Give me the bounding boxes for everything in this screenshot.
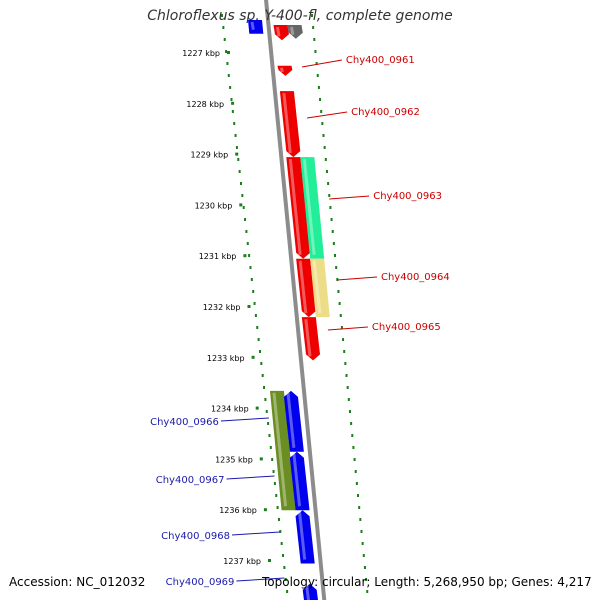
gene-label-chy400-0962: Chy400_0962 — [307, 107, 420, 119]
tick-label: 1237 kbp — [223, 557, 261, 566]
genome-backbone — [264, 0, 327, 600]
dotted-guide-left — [221, 14, 289, 593]
accession-text: Accession: NC_012032 — [9, 575, 146, 589]
gene-chy400-0961[interactable] — [277, 65, 293, 76]
gene-label-chy400-0965: Chy400_0965 — [327, 322, 441, 333]
gene-label-chy400-0966: Chy400_0966 — [150, 417, 269, 428]
page-title: Chloroflexus sp. Y-400-fl, complete geno… — [147, 8, 453, 24]
tick-label: 1231 kbp — [199, 252, 237, 261]
gene-chy400-0962[interactable] — [279, 91, 301, 158]
gene-label-chy400-0964: Chy400_0964 — [336, 272, 450, 283]
svg-text:Chy400_0966: Chy400_0966 — [150, 417, 219, 428]
svg-text:Chy400_0969: Chy400_0969 — [166, 577, 235, 588]
svg-text:Chy400_0962: Chy400_0962 — [351, 107, 420, 118]
tick-mark — [247, 305, 251, 308]
gene-label-chy400-0969: Chy400_0969 — [166, 577, 285, 588]
gene-label-chy400-0963: Chy400_0963 — [329, 191, 442, 202]
svg-text:Chy400_0963: Chy400_0963 — [373, 191, 442, 202]
svg-text:Chy400_0964: Chy400_0964 — [381, 272, 450, 283]
tick-mark — [259, 457, 263, 461]
tick-label: 1235 kbp — [215, 455, 253, 464]
dotted-guides — [221, 14, 369, 593]
tick-label: 1229 kbp — [190, 151, 228, 160]
gene-top-red[interactable] — [273, 25, 289, 41]
tick-label: 1232 kbp — [203, 303, 241, 312]
gene-labels: Chy400_0961 Chy400_0962 Chy400_0963 Chy400_… — [150, 55, 450, 588]
gene-chy400-0968[interactable] — [295, 510, 315, 564]
tick-mark — [227, 51, 230, 54]
svg-text:Chy400_0965: Chy400_0965 — [372, 322, 441, 333]
gene-chy400-0969[interactable] — [302, 583, 320, 600]
tick-mark — [268, 559, 271, 562]
tick-mark — [239, 203, 243, 207]
svg-text:Chy400_0967: Chy400_0967 — [156, 475, 225, 486]
gene-chy400-0965[interactable] — [301, 317, 321, 361]
tick-label: 1234 kbp — [211, 405, 249, 414]
dotted-guide-right — [311, 14, 369, 593]
kbp-ticks: 1227 kbp 1228 kbp 1229 kbp 1230 kbp 1231 kbp… — [182, 49, 271, 566]
tick-mark — [243, 254, 247, 258]
tick-label: 1230 kbp — [195, 201, 233, 210]
svg-text:Chy400_0961: Chy400_0961 — [346, 55, 415, 66]
backbone-line — [264, 0, 327, 600]
gene-chy400-0964a[interactable] — [296, 258, 316, 318]
gene-features — [247, 19, 330, 600]
tick-label: 1227 kbp — [182, 49, 220, 58]
gene-label-chy400-0961: Chy400_0961 — [301, 55, 415, 68]
tick-mark — [235, 152, 239, 156]
tick-label: 1233 kbp — [207, 354, 245, 363]
tick-label: 1228 kbp — [186, 100, 224, 109]
tick-label: 1236 kbp — [219, 506, 257, 515]
gene-label-chy400-0968: Chy400_0968 — [161, 531, 280, 542]
svg-text:Chy400_0968: Chy400_0968 — [161, 531, 230, 542]
gene-top-grey[interactable] — [287, 25, 303, 39]
gene-chy400-0963[interactable] — [300, 157, 325, 259]
gene-chy400-0963a[interactable] — [286, 157, 311, 259]
tick-mark — [263, 508, 267, 512]
genome-summary-text: Topology: circular; Length: 5,268,950 bp… — [262, 575, 592, 589]
tick-mark — [255, 406, 259, 410]
gene-chy400-0966a[interactable] — [269, 390, 296, 511]
tick-mark — [231, 101, 235, 105]
gene-chy400-0964[interactable] — [310, 258, 330, 318]
gene-chy400-0967[interactable] — [289, 451, 310, 511]
tick-mark — [251, 355, 255, 359]
gene-top-blue[interactable] — [247, 19, 264, 34]
gene-chy400-0966[interactable] — [283, 390, 304, 452]
gene-label-chy400-0967: Chy400_0967 — [156, 475, 275, 486]
